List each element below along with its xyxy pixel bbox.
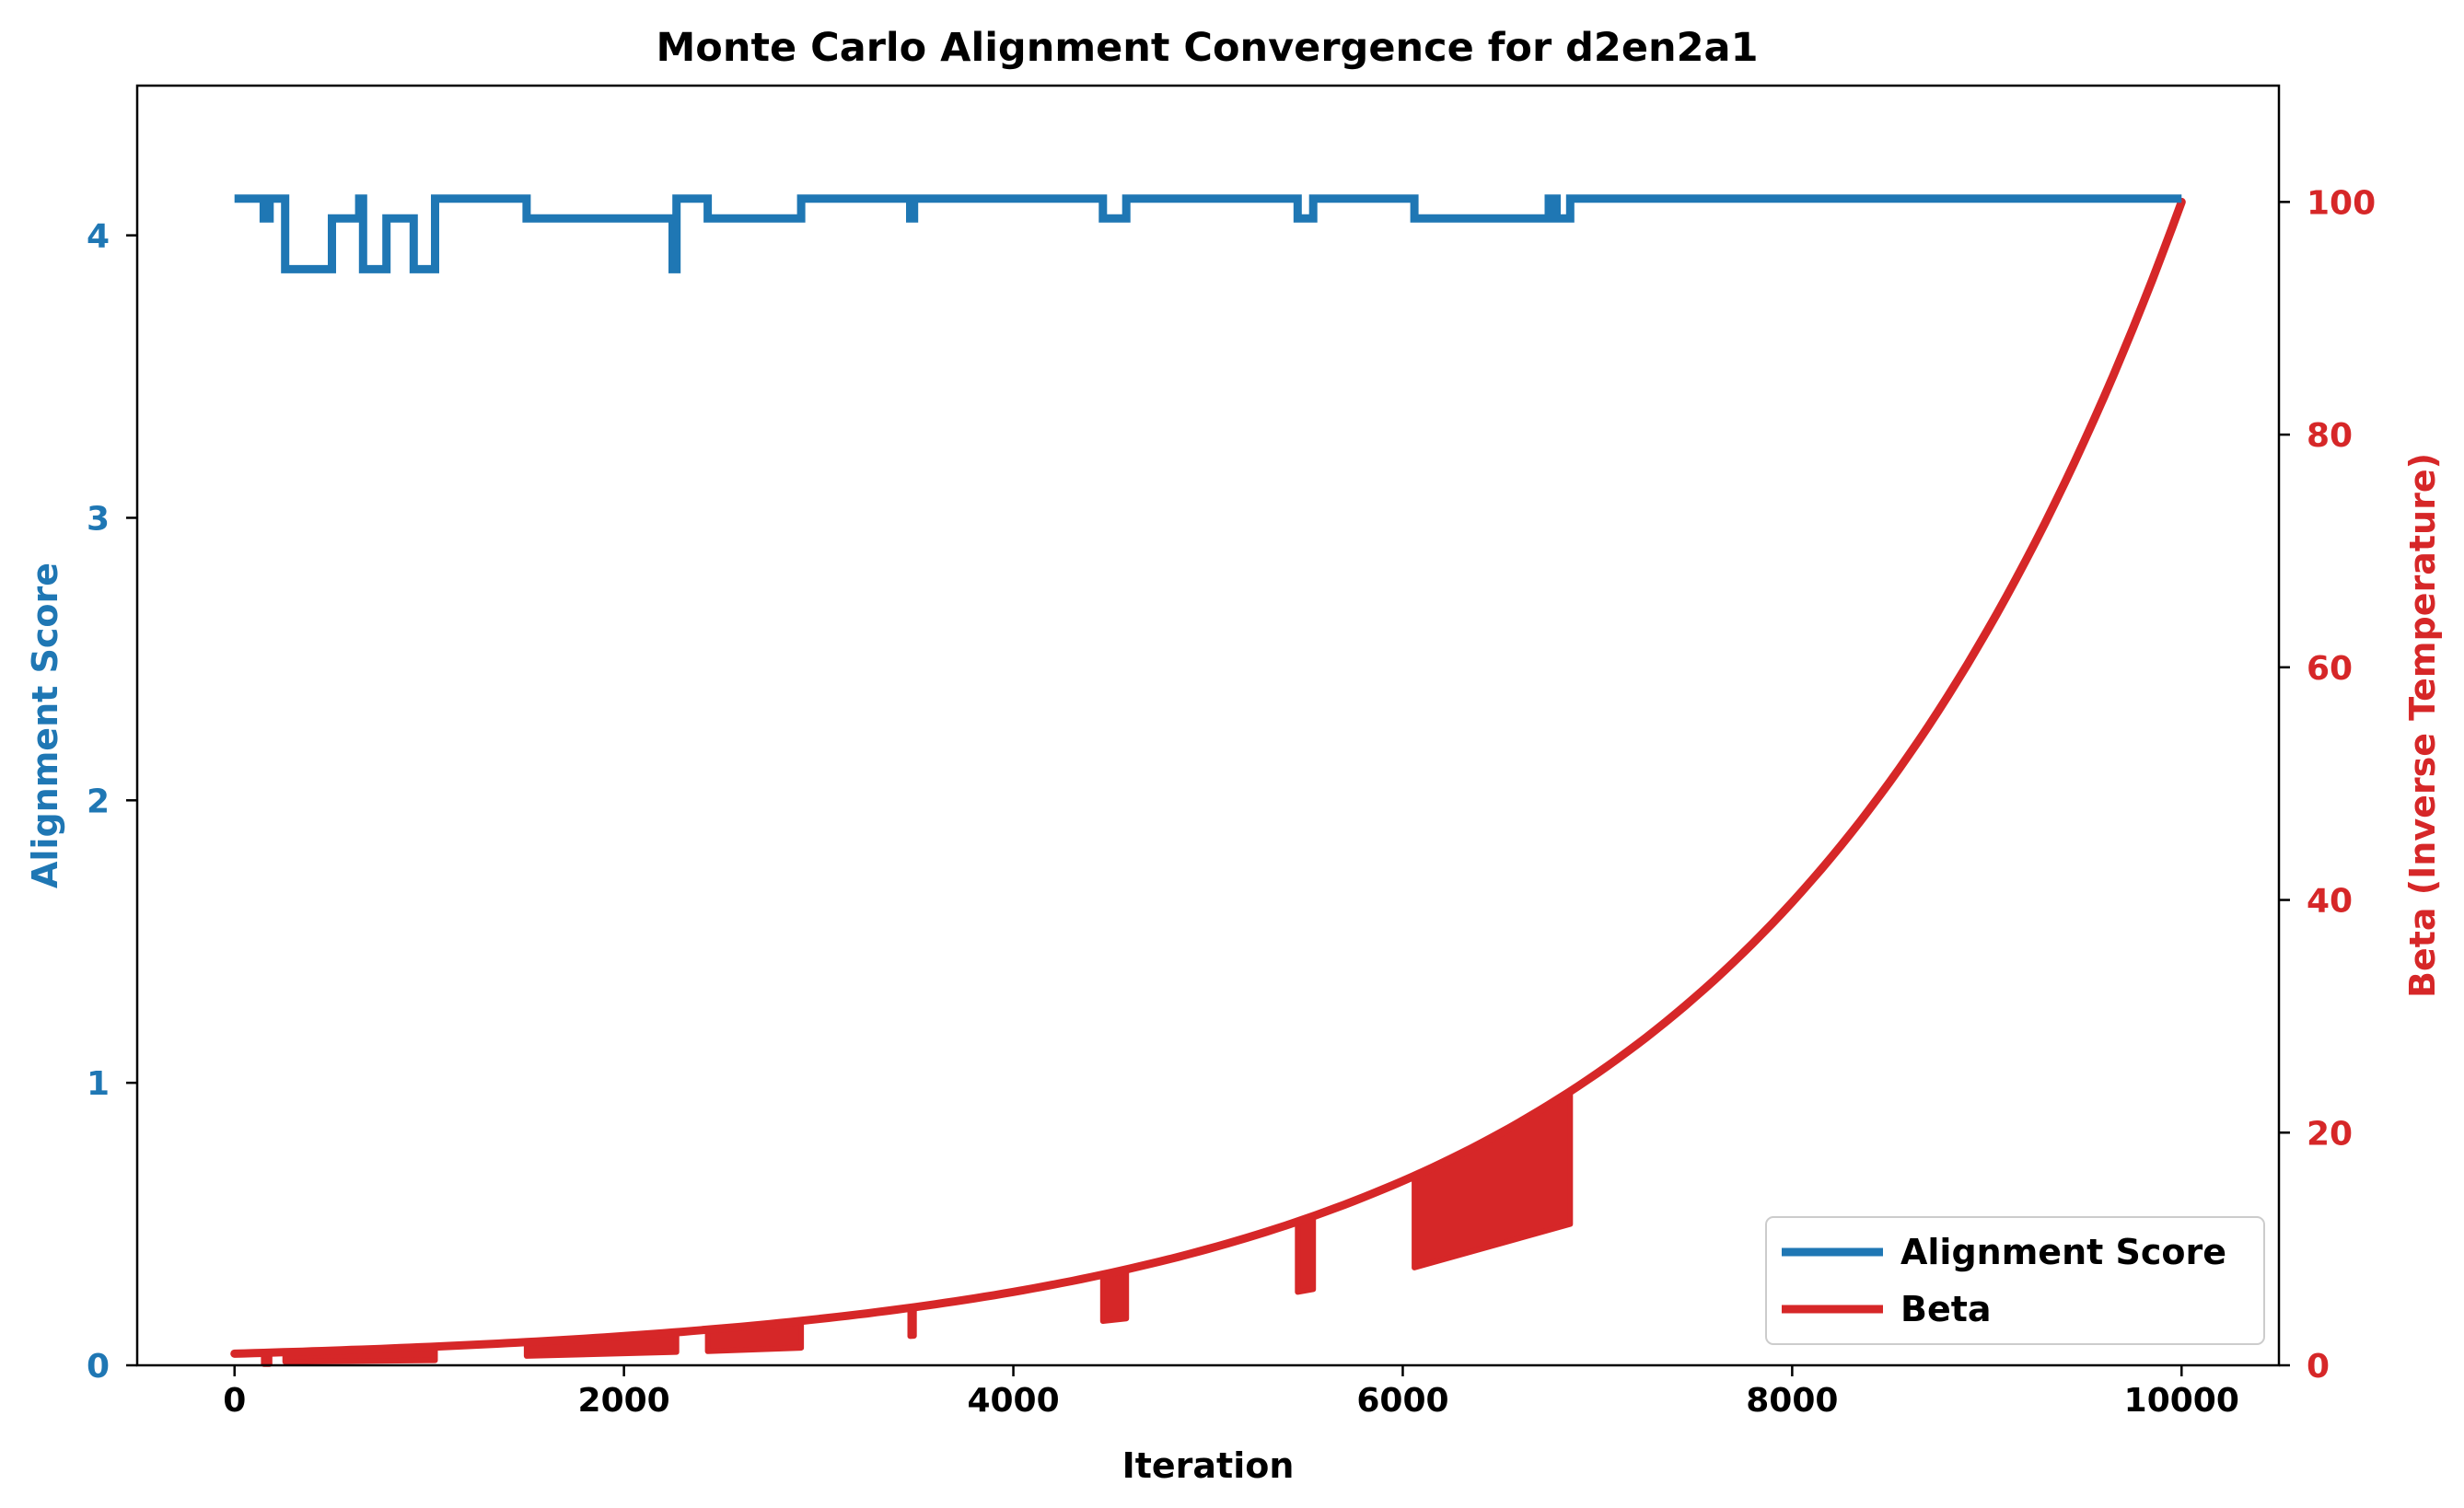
y-axis-label-right: Beta (Inverse Temperature) xyxy=(2402,453,2443,998)
x-tick-label: 2000 xyxy=(578,1382,670,1420)
y-left-tick-label: 0 xyxy=(87,1348,110,1386)
series-line-beta xyxy=(230,197,2186,1358)
y-right-tick-label: 20 xyxy=(2307,1115,2353,1153)
plot-area xyxy=(230,194,2186,1367)
y-left-tick-label: 3 xyxy=(87,500,110,538)
y-right-tick-label: 100 xyxy=(2307,184,2376,222)
beta-dip-band-6 xyxy=(1295,1213,1317,1295)
y-right-tick-label: 80 xyxy=(2307,417,2353,455)
y-right-tick-label: 60 xyxy=(2307,650,2353,688)
plot-frame xyxy=(135,84,2281,1367)
x-axis-label: Iteration xyxy=(1122,1445,1295,1486)
x-tick-label: 6000 xyxy=(1356,1382,1448,1420)
x-tick-label: 10000 xyxy=(2124,1382,2239,1420)
legend: Alignment Score Beta xyxy=(1765,1216,2265,1345)
y-left-tick-label: 4 xyxy=(87,218,110,256)
y-right-tick-label: 0 xyxy=(2307,1348,2330,1386)
legend-label-alignment-score: Alignment Score xyxy=(1900,1232,2226,1272)
x-tick-label: 8000 xyxy=(1746,1382,1838,1420)
y-left-tick-label: 2 xyxy=(87,783,110,820)
series-line-alignment-score xyxy=(234,194,2182,273)
legend-label-beta: Beta xyxy=(1900,1289,1992,1329)
chart-title: Monte Carlo Alignment Convergence for d2… xyxy=(657,25,1759,71)
legend-box xyxy=(1765,1216,2265,1345)
y-right-tick-label: 40 xyxy=(2307,883,2353,921)
x-tick-label: 4000 xyxy=(967,1382,1059,1420)
y-left-tick-label: 1 xyxy=(87,1065,110,1103)
x-tick-label: 0 xyxy=(223,1382,246,1420)
y-axis-label-left: Alignment Score xyxy=(25,563,65,888)
